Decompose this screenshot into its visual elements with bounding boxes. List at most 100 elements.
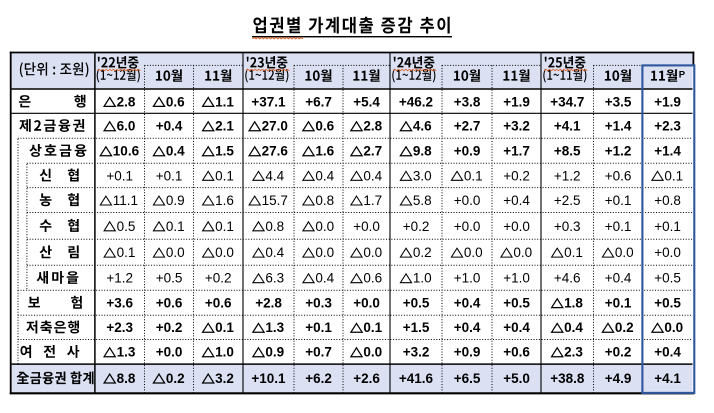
svg-text:0.0: 0.0 <box>664 320 683 335</box>
svg-text:0.1: 0.1 <box>464 168 483 183</box>
svg-text:+1.4: +1.4 <box>654 144 681 159</box>
svg-text:+0.5: +0.5 <box>403 296 430 311</box>
svg-text:+0.9: +0.9 <box>454 144 481 159</box>
svg-text:+0.2: +0.2 <box>503 168 530 183</box>
svg-text:+3.8: +3.8 <box>454 94 481 109</box>
svg-text:+0.9: +0.9 <box>454 345 481 360</box>
svg-text:+41.6: +41.6 <box>399 371 434 386</box>
svg-text:1.1: 1.1 <box>215 94 234 109</box>
svg-text:1.7: 1.7 <box>363 193 382 208</box>
svg-text:+2.3: +2.3 <box>654 119 681 134</box>
svg-text:0.1: 0.1 <box>215 168 234 183</box>
svg-text:+0.3: +0.3 <box>554 219 581 234</box>
svg-text:+0.7: +0.7 <box>305 345 332 360</box>
svg-text:4.4: 4.4 <box>265 168 284 183</box>
svg-text:0.4: 0.4 <box>166 144 185 159</box>
svg-text:0.2: 0.2 <box>166 371 185 386</box>
svg-text:+6.5: +6.5 <box>454 371 481 386</box>
svg-text:2.7: 2.7 <box>363 144 382 159</box>
svg-text:0.1: 0.1 <box>215 219 234 234</box>
svg-text:+0.2: +0.2 <box>605 345 632 360</box>
svg-text:+2.8: +2.8 <box>255 296 282 311</box>
svg-text:+1.2: +1.2 <box>554 168 581 183</box>
svg-text:0.6: 0.6 <box>166 94 185 109</box>
svg-text:3.0: 3.0 <box>413 168 432 183</box>
svg-text:0.0: 0.0 <box>513 245 532 260</box>
svg-text:8.8: 8.8 <box>117 371 136 386</box>
svg-text:0.4: 0.4 <box>363 168 382 183</box>
svg-text:+4.1: +4.1 <box>554 119 581 134</box>
svg-text:+0.0: +0.0 <box>353 219 380 234</box>
svg-text:+3.5: +3.5 <box>605 94 632 109</box>
svg-text:+0.0: +0.0 <box>454 193 481 208</box>
svg-text:+2.7: +2.7 <box>454 119 481 134</box>
svg-text:0.1: 0.1 <box>117 245 136 260</box>
svg-text:0.8: 0.8 <box>265 219 284 234</box>
svg-text:15.7: 15.7 <box>262 193 288 208</box>
svg-text:+10.1: +10.1 <box>251 371 286 386</box>
svg-text:+0.4: +0.4 <box>503 193 530 208</box>
svg-text:0.0: 0.0 <box>363 345 382 360</box>
svg-text:+37.1: +37.1 <box>251 94 286 109</box>
svg-text:+1.0: +1.0 <box>454 271 481 286</box>
svg-text:+3.6: +3.6 <box>106 296 133 311</box>
svg-text:+0.1: +0.1 <box>605 219 632 234</box>
svg-text:+0.4: +0.4 <box>454 320 481 335</box>
svg-text:+38.8: +38.8 <box>550 371 585 386</box>
svg-text:1.6: 1.6 <box>315 144 334 159</box>
svg-text:1.3: 1.3 <box>117 345 136 360</box>
svg-text:0.0: 0.0 <box>215 245 234 260</box>
svg-text:+1.2: +1.2 <box>605 144 632 159</box>
svg-text:0.2: 0.2 <box>615 320 634 335</box>
svg-text:+34.7: +34.7 <box>550 94 584 109</box>
svg-text:0.0: 0.0 <box>315 245 334 260</box>
svg-text:2.8: 2.8 <box>363 119 382 134</box>
svg-text:1.5: 1.5 <box>215 144 234 159</box>
svg-text:+0.0: +0.0 <box>654 245 681 260</box>
svg-text:+6.7: +6.7 <box>305 94 332 109</box>
svg-text:1.0: 1.0 <box>215 345 234 360</box>
svg-text:+4.1: +4.1 <box>654 371 681 386</box>
svg-text:0.1: 0.1 <box>664 168 683 183</box>
svg-text:+0.5: +0.5 <box>156 271 183 286</box>
svg-text:+3.2: +3.2 <box>503 119 530 134</box>
svg-text:0.4: 0.4 <box>265 245 284 260</box>
svg-text:+0.4: +0.4 <box>654 345 681 360</box>
svg-text:+1.2: +1.2 <box>106 271 133 286</box>
svg-text:+0.1: +0.1 <box>305 320 332 335</box>
svg-text:5.8: 5.8 <box>413 193 432 208</box>
svg-text:0.1: 0.1 <box>166 219 185 234</box>
svg-text:+0.2: +0.2 <box>403 219 430 234</box>
svg-text:1.8: 1.8 <box>564 296 583 311</box>
svg-text:+2.6: +2.6 <box>353 371 380 386</box>
svg-text:+0.1: +0.1 <box>605 296 632 311</box>
svg-text:+0.5: +0.5 <box>654 271 681 286</box>
svg-text:0.5: 0.5 <box>117 219 136 234</box>
svg-text:+0.2: +0.2 <box>205 271 232 286</box>
svg-text:+46.2: +46.2 <box>399 94 433 109</box>
svg-text:0.0: 0.0 <box>315 219 334 234</box>
svg-text:+6.2: +6.2 <box>305 371 332 386</box>
svg-text:1.3: 1.3 <box>265 320 284 335</box>
svg-text:1.6: 1.6 <box>215 193 234 208</box>
svg-text:+0.4: +0.4 <box>605 271 632 286</box>
svg-text:+0.2: +0.2 <box>156 320 183 335</box>
svg-text:+1.0: +1.0 <box>503 271 530 286</box>
svg-text:+5.4: +5.4 <box>353 94 380 109</box>
svg-text:10.6: 10.6 <box>113 144 140 159</box>
svg-text:+0.1: +0.1 <box>605 193 632 208</box>
svg-text:+0.6: +0.6 <box>205 296 232 311</box>
svg-text:0.6: 0.6 <box>363 271 382 286</box>
svg-text:2.1: 2.1 <box>215 119 234 134</box>
svg-text:0.0: 0.0 <box>363 245 382 260</box>
svg-text:0.9: 0.9 <box>265 345 284 360</box>
svg-text:+4.6: +4.6 <box>554 271 581 286</box>
svg-text:+0.4: +0.4 <box>503 320 530 335</box>
svg-text:4.6: 4.6 <box>413 119 432 134</box>
svg-text:+2.5: +2.5 <box>554 193 581 208</box>
svg-text:+2.3: +2.3 <box>106 320 133 335</box>
svg-text:+1.9: +1.9 <box>503 94 530 109</box>
svg-text:+1.9: +1.9 <box>654 94 681 109</box>
svg-text:+0.3: +0.3 <box>305 296 332 311</box>
svg-text:+0.1: +0.1 <box>156 168 183 183</box>
